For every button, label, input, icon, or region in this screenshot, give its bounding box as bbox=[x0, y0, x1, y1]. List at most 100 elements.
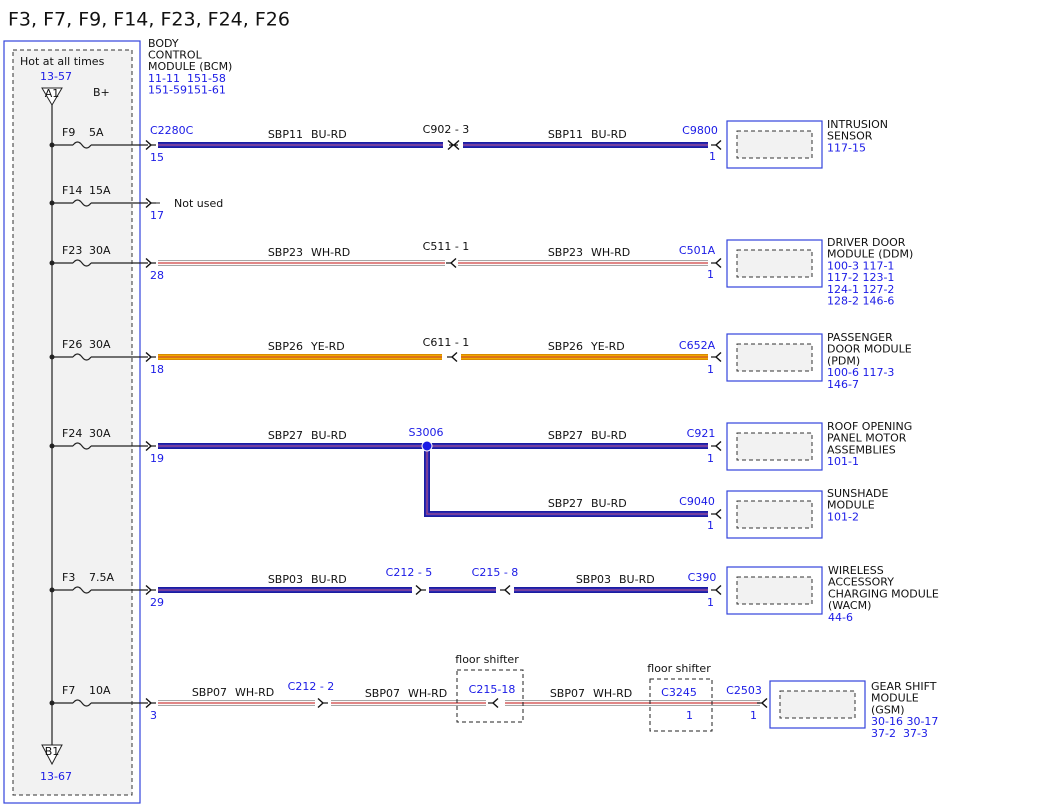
device-ref: 101-1 bbox=[827, 455, 859, 468]
connector: C215 - 8 bbox=[472, 566, 519, 579]
device-name: INTRUSION bbox=[827, 118, 888, 131]
device-ref: 117-15 bbox=[827, 141, 866, 154]
device-name: DRIVER DOOR bbox=[827, 236, 906, 249]
device-inner bbox=[736, 500, 813, 529]
circuit-id: SBP03 bbox=[268, 573, 303, 586]
module-name: CONTROL bbox=[148, 49, 203, 62]
wire-color: BU-RD bbox=[311, 128, 347, 141]
circuit-id: SBP03 bbox=[576, 573, 611, 586]
bus-node bbox=[49, 443, 55, 449]
connector: C511 - 1 bbox=[423, 240, 470, 253]
connector: C2280C bbox=[150, 124, 194, 137]
bus-node bbox=[49, 700, 55, 706]
pin: 28 bbox=[150, 269, 164, 282]
device-inner bbox=[736, 130, 813, 159]
connector: C501A bbox=[679, 244, 716, 257]
connector: C921 bbox=[687, 427, 716, 440]
fuse-rating: 10A bbox=[89, 684, 111, 697]
device-ref: 30-16 30-17 bbox=[871, 715, 938, 728]
pin: 1 bbox=[707, 268, 714, 281]
device-inner bbox=[736, 249, 813, 278]
device-inner bbox=[736, 343, 813, 372]
circuit-id: SBP26 bbox=[548, 340, 583, 353]
fuse-id: F23 bbox=[62, 244, 82, 257]
connector: C611 - 1 bbox=[423, 336, 470, 349]
device-name: SENSOR bbox=[827, 130, 873, 143]
voltage-label: B+ bbox=[93, 86, 110, 99]
connector: C9800 bbox=[682, 124, 718, 137]
device-ref: 101-2 bbox=[827, 510, 859, 523]
bus-ref: 13-57 bbox=[40, 70, 72, 83]
wire-color: WH-RD bbox=[235, 686, 274, 699]
fuse-id: F9 bbox=[62, 126, 75, 139]
pin: 1 bbox=[707, 519, 714, 532]
device-ref: 100-3 117-1 bbox=[827, 259, 894, 272]
pin: 1 bbox=[709, 150, 716, 163]
wire-color: WH-RD bbox=[311, 246, 350, 259]
splice-label: S3006 bbox=[409, 426, 444, 439]
connector-arrow bbox=[714, 139, 722, 151]
pin: 3 bbox=[150, 709, 157, 722]
fuse-rating: 15A bbox=[89, 184, 111, 197]
circuit-id: SBP27 bbox=[548, 497, 583, 510]
wire-color: WH-RD bbox=[408, 687, 447, 700]
connector: C212 - 5 bbox=[386, 566, 433, 579]
device-inner bbox=[779, 690, 856, 719]
device-name: ASSEMBLIES bbox=[827, 443, 896, 456]
device-inner bbox=[736, 576, 813, 605]
bus-node bbox=[49, 587, 55, 593]
fuse-id: F24 bbox=[62, 427, 82, 440]
circuit-id: SBP07 bbox=[550, 687, 585, 700]
device-ref: 100-6 117-3 bbox=[827, 366, 894, 379]
device-ref: 117-2 123-1 bbox=[827, 271, 894, 284]
bus-node bbox=[49, 200, 55, 206]
pin: 19 bbox=[150, 452, 164, 465]
connector: C212 - 2 bbox=[288, 680, 335, 693]
device-ref: 128-2 146-6 bbox=[827, 295, 894, 308]
connector-arrow bbox=[503, 584, 511, 596]
device-name: GEAR SHIFT bbox=[871, 680, 937, 693]
circuit-id: SBP07 bbox=[192, 686, 227, 699]
fuse-id: F26 bbox=[62, 338, 82, 351]
fuse bbox=[72, 199, 92, 207]
fuse-id: F3 bbox=[62, 571, 75, 584]
wire bbox=[424, 446, 708, 517]
fuse-rating: 5A bbox=[89, 126, 104, 139]
device-name: ACCESSORY bbox=[828, 576, 894, 589]
connector: C9040 bbox=[679, 495, 715, 508]
fuse bbox=[72, 586, 92, 594]
node-label: B1 bbox=[45, 745, 60, 758]
wire-color: YE-RD bbox=[590, 340, 625, 353]
wire-color: YE-RD bbox=[310, 340, 345, 353]
connector: C652A bbox=[679, 339, 716, 352]
connector-arrow bbox=[415, 584, 423, 596]
device-name: MODULE (DDM) bbox=[827, 248, 913, 261]
fuse-id: F14 bbox=[62, 184, 82, 197]
device-ref: 146-7 bbox=[827, 378, 859, 391]
connector-arrow bbox=[714, 351, 722, 363]
connector: C3245 bbox=[661, 686, 697, 699]
connector: C2503 bbox=[726, 684, 762, 697]
connector-arrow bbox=[450, 351, 458, 363]
device-name: WIRELESS bbox=[828, 564, 884, 577]
splice bbox=[421, 440, 433, 452]
note: Not used bbox=[174, 197, 223, 210]
module-ref: 11-11 151-58 bbox=[148, 72, 226, 85]
pin: 18 bbox=[150, 363, 164, 376]
circuit-id: SBP26 bbox=[268, 340, 303, 353]
bus-node bbox=[49, 354, 55, 360]
floor-connector-box bbox=[649, 678, 713, 732]
fuse-id: F7 bbox=[62, 684, 75, 697]
note: floor shifter bbox=[647, 662, 711, 675]
device-name: (GSM) bbox=[871, 703, 905, 716]
pin: 1 bbox=[686, 709, 693, 722]
circuit-id: SBP27 bbox=[548, 429, 583, 442]
fuse bbox=[72, 699, 92, 707]
bus-ref: 13-67 bbox=[40, 770, 72, 783]
wire-color: BU-RD bbox=[591, 497, 627, 510]
device-ref: 124-1 127-2 bbox=[827, 283, 894, 296]
pin: 29 bbox=[150, 596, 164, 609]
wire-color: BU-RD bbox=[311, 573, 347, 586]
device-name: (WACM) bbox=[828, 599, 871, 612]
